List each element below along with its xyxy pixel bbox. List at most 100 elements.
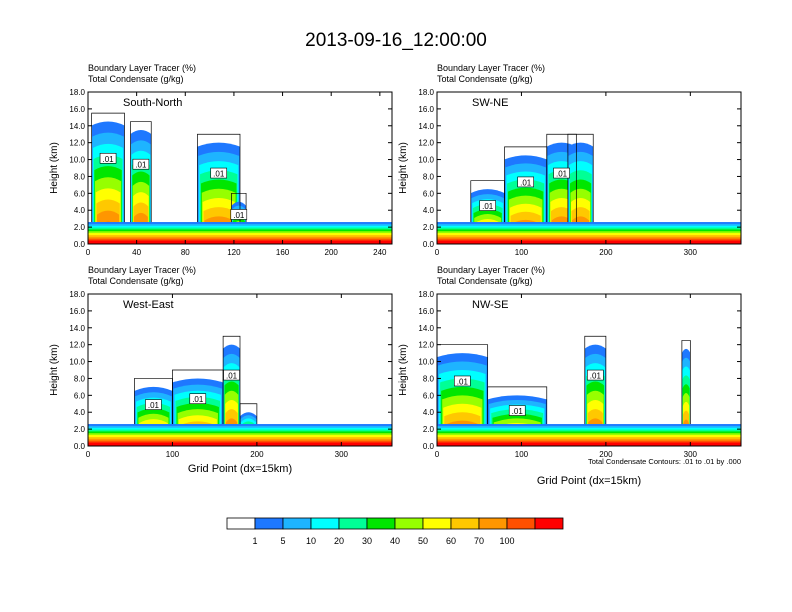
panel-3-xtick-label: 200 bbox=[599, 450, 613, 459]
panel-3-contour-label: .01 bbox=[590, 372, 602, 381]
panel-3-ytick-label: 0.0 bbox=[423, 442, 435, 451]
panel-0-contour-1 bbox=[130, 121, 152, 240]
panel-0-contour-label: .01 bbox=[233, 211, 245, 220]
panel-0-ylabel: Height (km) bbox=[49, 142, 60, 194]
panel-1-xtick-label: 300 bbox=[684, 248, 698, 257]
panel-1-ytick-label: 18.0 bbox=[418, 88, 434, 97]
colorbar-label: 40 bbox=[390, 536, 400, 546]
panel-0-xtick-label: 120 bbox=[227, 248, 241, 257]
panel-0-ytick-label: 18.0 bbox=[69, 88, 85, 97]
panel-1-boundary-layer bbox=[437, 222, 741, 244]
panel-1-ytick-label: 8.0 bbox=[423, 172, 435, 181]
colorbar-label: 1 bbox=[252, 536, 257, 546]
colorbar-label: 50 bbox=[418, 536, 428, 546]
contour-footnote: Total Condensate Contours: .01 to .01 by… bbox=[588, 457, 741, 466]
panel-0-ytick-label: 0.0 bbox=[74, 240, 86, 249]
panel-1-ytick-label: 0.0 bbox=[423, 240, 435, 249]
panel-0-xtick-label: 80 bbox=[181, 248, 190, 257]
panel-2-xtick-label: 200 bbox=[250, 450, 264, 459]
panel-2-xtick-label: 300 bbox=[335, 450, 349, 459]
colorbar-swatch bbox=[282, 517, 312, 530]
panel-3-ytick-label: 14.0 bbox=[418, 324, 434, 333]
panel-0-ytick-label: 12.0 bbox=[69, 139, 85, 148]
panel-1-ytick-label: 16.0 bbox=[418, 105, 434, 114]
panel-1-subtitle-2: Total Condensate (g/kg) bbox=[437, 74, 533, 84]
panel-1-contour-label-box bbox=[479, 200, 496, 211]
panel-2-ytick-label: 18.0 bbox=[69, 290, 85, 299]
panel-3-subtitle-1: Boundary Layer Tracer (%) bbox=[437, 265, 545, 275]
panel-1-ytick-label: 12.0 bbox=[418, 139, 434, 148]
panel-0-boundary-layer bbox=[88, 222, 392, 244]
panel-0-contour-label: .01 bbox=[103, 155, 115, 164]
colorbar-swatch bbox=[366, 517, 396, 530]
panel-1-xtick-label: 0 bbox=[435, 248, 440, 257]
panel-0-ytick-label: 8.0 bbox=[74, 172, 86, 181]
panel-2-ytick-label: 4.0 bbox=[74, 408, 86, 417]
panel-3-subtitle-2: Total Condensate (g/kg) bbox=[437, 276, 533, 286]
panel-0-ytick-label: 16.0 bbox=[69, 105, 85, 114]
colorbar-label: 70 bbox=[474, 536, 484, 546]
panel-2-contour-label-box bbox=[189, 393, 207, 405]
panel-2-surface-band bbox=[88, 442, 392, 446]
panel-3-contour-label: .01 bbox=[457, 377, 469, 386]
panel-2-boundary-layer bbox=[88, 424, 392, 446]
panel-0-xtick-label: 240 bbox=[373, 248, 387, 257]
panel-3-contour-4 bbox=[681, 340, 691, 442]
panel-0-contour-label: .01 bbox=[135, 161, 147, 170]
colorbar-swatch bbox=[422, 517, 452, 530]
panel-2-contour-3 bbox=[239, 403, 258, 442]
panel-2-contour-label-box bbox=[223, 369, 240, 381]
panel-0-contour-label-box bbox=[132, 158, 150, 170]
panel-3-ytick-label: 12.0 bbox=[418, 341, 434, 350]
colorbar-label: 10 bbox=[306, 536, 316, 546]
panel-2-xtick-label: 100 bbox=[166, 450, 180, 459]
panel-1-xtick-label: 100 bbox=[515, 248, 529, 257]
colorbar-swatch bbox=[394, 517, 424, 530]
panel-3-ylabel: Height (km) bbox=[398, 344, 409, 396]
colorbar-label: 100 bbox=[499, 536, 514, 546]
panel-0-xtick-label: 40 bbox=[132, 248, 141, 257]
panel-3-boundary-layer bbox=[437, 424, 741, 446]
panel-0-subtitle-1: Boundary Layer Tracer (%) bbox=[88, 63, 196, 73]
panel-3-label: NW-SE bbox=[472, 299, 508, 311]
colorbar-swatch bbox=[338, 517, 368, 530]
panel-1-contour-label: .01 bbox=[482, 202, 494, 211]
panel-2-ytick-label: 2.0 bbox=[74, 425, 86, 434]
panel-1-contour-label-box bbox=[517, 176, 534, 188]
panel-1-xtick-label: 200 bbox=[599, 248, 613, 257]
panel-1-contour-label: .01 bbox=[520, 178, 532, 187]
panel-2-ylabel: Height (km) bbox=[49, 344, 60, 396]
colorbar-swatch bbox=[254, 517, 284, 530]
colorbar-swatch bbox=[226, 517, 256, 530]
panel-0-contour-label-box bbox=[230, 209, 248, 220]
panel-1-ytick-label: 2.0 bbox=[423, 223, 435, 232]
panel-3-contour-label-box bbox=[587, 369, 604, 381]
panel-3-ytick-label: 10.0 bbox=[418, 358, 434, 367]
panel-0-contour-label: .01 bbox=[213, 170, 225, 179]
panel-0-xtick-label: 200 bbox=[325, 248, 339, 257]
panel-3-ytick-label: 18.0 bbox=[418, 290, 434, 299]
xlabel-left: Grid Point (dx=15km) bbox=[188, 463, 292, 475]
panel-2-frame bbox=[87, 293, 393, 447]
panel-1-ytick-label: 14.0 bbox=[418, 122, 434, 131]
colorbar-swatch bbox=[450, 517, 480, 530]
panel-1-ylabel: Height (km) bbox=[398, 142, 409, 194]
panel-0-contour-2 bbox=[197, 133, 241, 240]
panel-1-ytick-label: 4.0 bbox=[423, 206, 435, 215]
panel-1-frame bbox=[436, 91, 742, 245]
panel-1-contour-2 bbox=[546, 133, 577, 240]
panel-0-ytick-label: 14.0 bbox=[69, 122, 85, 131]
colorbar-swatch bbox=[506, 517, 536, 530]
panel-0-contour-label-box bbox=[210, 167, 228, 179]
panel-2-subtitle-2: Total Condensate (g/kg) bbox=[88, 276, 184, 286]
panel-3-contour-label: .01 bbox=[512, 407, 524, 416]
panel-0-xtick-label: 0 bbox=[86, 248, 91, 257]
panel-0-ytick-label: 4.0 bbox=[74, 206, 86, 215]
panel-2-subtitle-1: Boundary Layer Tracer (%) bbox=[88, 265, 196, 275]
panel-2-ytick-label: 0.0 bbox=[74, 442, 86, 451]
panel-2-xtick-label: 0 bbox=[86, 450, 91, 459]
colorbar-swatch bbox=[310, 517, 340, 530]
panel-3-ytick-label: 4.0 bbox=[423, 408, 435, 417]
panel-3-xtick-label: 300 bbox=[684, 450, 698, 459]
